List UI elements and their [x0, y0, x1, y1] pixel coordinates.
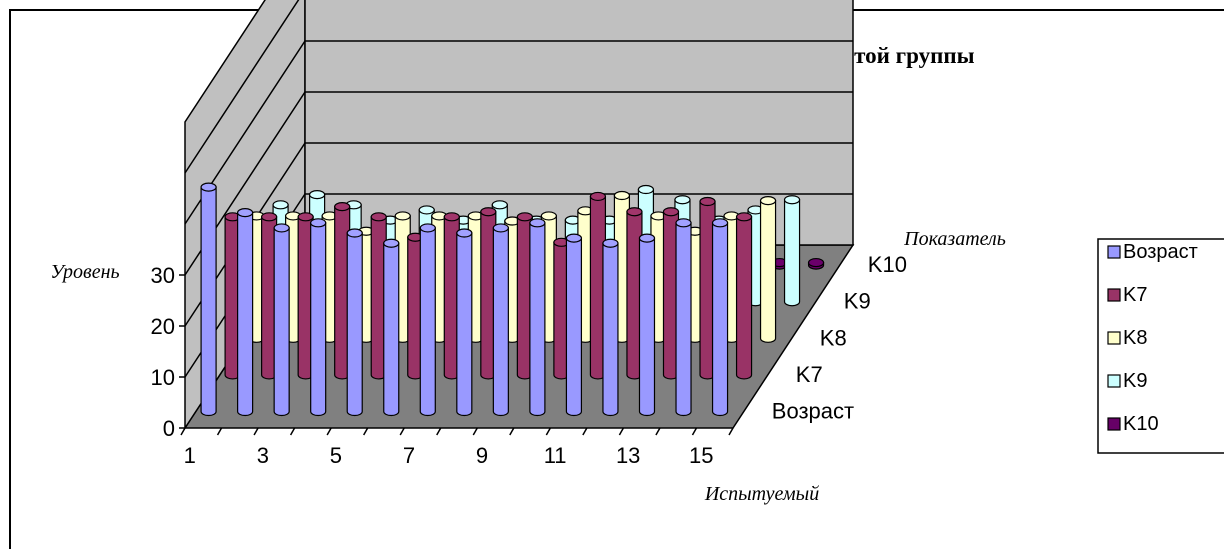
x-tick-label: 7: [403, 443, 415, 468]
legend-swatch: [1107, 331, 1121, 345]
bar-K9-15: [783, 195, 801, 307]
bar-K7-5: [370, 212, 387, 380]
gridline: [184, 91, 853, 276]
bar-K7-7: [443, 212, 460, 380]
legend-label: K8: [1123, 327, 1147, 349]
bar-K8-15: [759, 196, 777, 343]
series-axis-tick-label: Возраст: [772, 399, 854, 424]
bar-Возраст-8: [456, 228, 473, 417]
legend-box: [1097, 238, 1224, 454]
bar-Возраст-3: [273, 223, 290, 417]
x-axis-label: Испытуемый: [704, 483, 819, 505]
y-tick-label: 20: [151, 314, 175, 339]
y-tick-label: 0: [163, 416, 175, 441]
legend-swatch: [1107, 288, 1121, 302]
legend-swatch: [1107, 245, 1121, 259]
legend: Возраст K7 K8 K9 K10: [1097, 238, 1224, 454]
x-tick-label: 1: [184, 443, 196, 468]
bar-K7-15: [735, 212, 753, 380]
x-tick-label: 5: [330, 443, 342, 468]
series-axis-label: Показатель: [903, 228, 1006, 250]
y-axis-label: Уровень: [50, 261, 119, 283]
bar-Возраст-1: [200, 182, 217, 417]
bar-Возраст-13: [638, 233, 656, 417]
legend-label: K7: [1123, 284, 1147, 306]
legend-swatch: [1107, 417, 1121, 431]
chart-bars: [200, 182, 825, 417]
bar-Возраст-11: [565, 233, 583, 417]
series-axis-tick-label: K9: [844, 289, 871, 314]
bar-Возраст-7: [419, 223, 436, 417]
legend-label: K10: [1123, 413, 1159, 435]
bar-Возраст-2: [237, 208, 254, 417]
bar-Возраст-10: [529, 218, 546, 417]
x-axis-ticks: 1 3 5 7 9 11 13 15: [180, 427, 734, 468]
x-tick-label: 15: [689, 443, 713, 468]
gridline: [184, 0, 300, 174]
gridline: [184, 40, 853, 225]
bar-Возраст-15: [711, 218, 729, 417]
x-tick-label: 13: [616, 443, 640, 468]
bar-K10-15: [807, 257, 825, 270]
legend-label: Возраст: [1123, 241, 1198, 263]
bar-Возраст-12: [602, 238, 619, 417]
bar-Возраст-14: [675, 218, 692, 417]
bar-Возраст-5: [346, 228, 363, 417]
bar-Возраст-9: [492, 223, 509, 417]
bar-K7-13: [662, 207, 680, 380]
legend-label: K9: [1123, 370, 1147, 392]
bar-K7-12: [626, 207, 643, 380]
legend-swatch: [1107, 374, 1121, 388]
x-tick-label: 11: [544, 443, 567, 468]
series-axis-tick-label: K8: [820, 325, 847, 350]
x-tick-label: 9: [476, 443, 488, 468]
bar-Возраст-4: [310, 218, 327, 417]
y-tick-label: 10: [151, 365, 175, 390]
y-axis-ticks: 0 10 20 30: [151, 263, 185, 441]
series-axis-tick-label: K10: [868, 252, 907, 277]
series-axis-tick-label: K7: [796, 362, 823, 387]
y-tick-label: 30: [151, 263, 175, 288]
x-tick-label: 3: [257, 443, 269, 468]
series-axis-labels: Возраст K7 K8 K9 K10: [772, 252, 907, 423]
bar-Возраст-6: [383, 238, 400, 417]
bar-K7-2: [261, 212, 278, 380]
